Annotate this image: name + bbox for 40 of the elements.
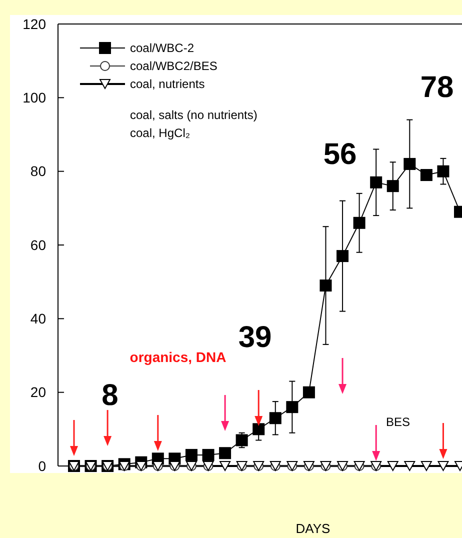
legend-label: coal, nutrients [130,77,205,92]
y-tick-label: 0 [38,458,46,474]
point [387,461,398,471]
legend-label: coal/WBC2/BES [130,59,218,74]
point [320,280,332,292]
point [386,180,399,192]
annotation: BES [386,415,410,429]
annotation: coal, salts (no nutrients) [130,108,258,122]
point [185,448,198,461]
point [404,158,416,170]
point [370,176,382,188]
point [438,461,449,471]
point [353,216,366,229]
point [404,461,416,471]
y-tick-label: 40 [30,310,46,327]
y-tick-label: 120 [22,16,46,32]
annotation: 39 [238,321,272,354]
point [236,434,248,446]
point [219,447,232,460]
point [269,412,282,424]
x-axis-title: DAYS [296,521,331,536]
y-tick-label: 20 [30,384,46,400]
point [336,250,349,262]
y-tick-label: 60 [30,236,46,253]
point [302,386,315,398]
point [286,401,298,414]
point [202,448,214,461]
annotation: 78 [420,71,454,104]
point [220,461,231,471]
y-tick-label: 80 [30,163,46,180]
y-tick-label: 100 [22,90,46,106]
annotation: organics, DNA [130,349,226,365]
annotation: 8 [102,379,118,412]
point [420,169,432,182]
annotation: 56 [323,138,357,171]
point [420,461,432,471]
point [252,423,265,436]
legend-label: coal/WBC-2 [130,41,194,56]
annotation: coal, HgCl₂ [130,126,190,140]
point [437,165,450,178]
